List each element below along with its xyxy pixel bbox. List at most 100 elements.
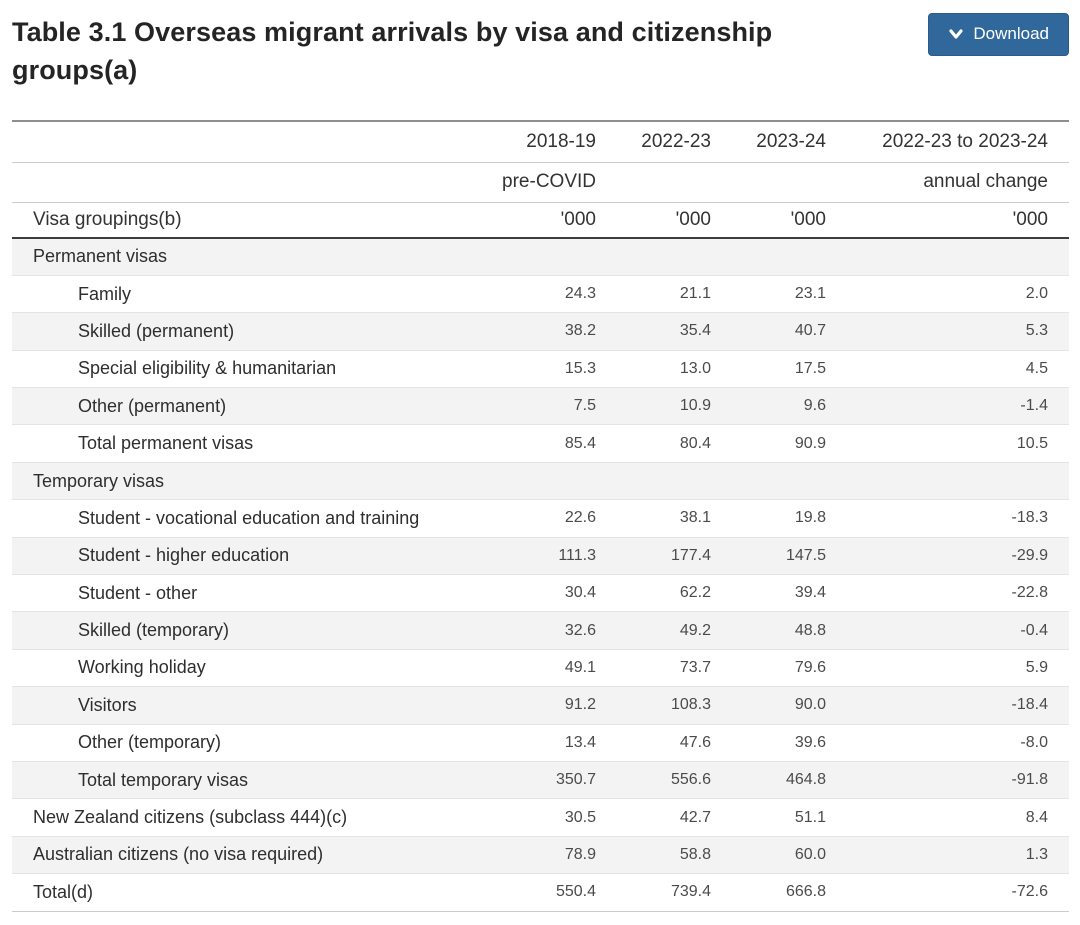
cell-value: 40.7 <box>711 312 826 351</box>
row-label: Total permanent visas <box>12 424 466 463</box>
cell-value: 111.3 <box>466 537 596 576</box>
cell-value: 38.2 <box>466 312 596 351</box>
table-row-working-holiday: Working holiday 49.1 73.7 79.6 5.9 <box>12 649 1069 688</box>
row-label: Special eligibility & humanitarian <box>12 350 466 389</box>
subheader-pre-covid: pre-COVID <box>466 162 596 203</box>
cell-value: 62.2 <box>596 574 711 613</box>
row-label: Permanent visas <box>12 238 466 276</box>
cell-value: 10.5 <box>826 424 1069 463</box>
cell-value: 30.5 <box>466 798 596 837</box>
cell-value: 5.9 <box>826 649 1069 688</box>
row-label: New Zealand citizens (subclass 444)(c) <box>12 798 466 837</box>
subheader-annual-change: annual change <box>826 162 1069 203</box>
row-label: Total temporary visas <box>12 761 466 800</box>
cell-value: 78.9 <box>466 836 596 875</box>
column-header-annual-change-period: 2022-23 to 2023-24 <box>826 120 1069 163</box>
cell-value: 739.4 <box>596 873 711 912</box>
row-label: Skilled (permanent) <box>12 312 466 351</box>
table-row-family: Family 24.3 21.1 23.1 2.0 <box>12 275 1069 314</box>
row-label: Visitors <box>12 686 466 725</box>
cell-value: 80.4 <box>596 424 711 463</box>
table-row-australian-citizens: Australian citizens (no visa required) 7… <box>12 836 1069 875</box>
cell-value: 7.5 <box>466 387 596 426</box>
cell-value: 556.6 <box>596 761 711 800</box>
cell-value <box>466 462 596 501</box>
cell-value: 13.0 <box>596 350 711 389</box>
row-label: Temporary visas <box>12 462 466 501</box>
table-row-special-eligibility: Special eligibility & humanitarian 15.3 … <box>12 350 1069 389</box>
table-row-skilled-permanent: Skilled (permanent) 38.2 35.4 40.7 5.3 <box>12 312 1069 351</box>
row-label: Skilled (temporary) <box>12 611 466 650</box>
table-head: 2018-19 2022-23 2023-24 2022-23 to 2023-… <box>12 120 1069 239</box>
cell-value: 9.6 <box>711 387 826 426</box>
cell-value: 39.4 <box>711 574 826 613</box>
empty-header-cell <box>711 162 826 203</box>
cell-value: 38.1 <box>596 499 711 538</box>
row-label: Total(d) <box>12 873 466 912</box>
cell-value: -72.6 <box>826 873 1069 912</box>
cell-value: 147.5 <box>711 537 826 576</box>
cell-value: 2.0 <box>826 275 1069 314</box>
column-header-2018-19: 2018-19 <box>466 120 596 163</box>
cell-value <box>826 238 1069 276</box>
cell-value: 21.1 <box>596 275 711 314</box>
unit-cell: '000 <box>466 202 596 239</box>
unit-cell: '000 <box>711 202 826 239</box>
cell-value: 1.3 <box>826 836 1069 875</box>
cell-value: -29.9 <box>826 537 1069 576</box>
cell-value: 90.0 <box>711 686 826 725</box>
download-button[interactable]: Download <box>928 13 1069 56</box>
column-header-2023-24: 2023-24 <box>711 120 826 163</box>
table-row-temporary-visas: Temporary visas <box>12 462 1069 501</box>
cell-value: 51.1 <box>711 798 826 837</box>
cell-value: 15.3 <box>466 350 596 389</box>
cell-value: -0.4 <box>826 611 1069 650</box>
row-label: Student - other <box>12 574 466 613</box>
row-label: Other (permanent) <box>12 387 466 426</box>
cell-value: 35.4 <box>596 312 711 351</box>
cell-value: 550.4 <box>466 873 596 912</box>
cell-value: 85.4 <box>466 424 596 463</box>
cell-value: 8.4 <box>826 798 1069 837</box>
cell-value: 49.2 <box>596 611 711 650</box>
cell-value: 108.3 <box>596 686 711 725</box>
row-label: Family <box>12 275 466 314</box>
cell-value: 60.0 <box>711 836 826 875</box>
row-label: Student - higher education <box>12 537 466 576</box>
cell-value <box>466 238 596 276</box>
cell-value: -1.4 <box>826 387 1069 426</box>
cell-value: -8.0 <box>826 724 1069 762</box>
empty-header-cell <box>12 162 466 203</box>
cell-value: 23.1 <box>711 275 826 314</box>
table-row-nz-citizens: New Zealand citizens (subclass 444)(c) 3… <box>12 798 1069 837</box>
cell-value: 79.6 <box>711 649 826 688</box>
cell-value: 24.3 <box>466 275 596 314</box>
page-title: Table 3.1 Overseas migrant arrivals by v… <box>12 17 773 85</box>
cell-value: -18.4 <box>826 686 1069 725</box>
cell-value: 22.6 <box>466 499 596 538</box>
cell-value: 666.8 <box>711 873 826 912</box>
cell-value: 464.8 <box>711 761 826 800</box>
cell-value: 73.7 <box>596 649 711 688</box>
cell-value: -18.3 <box>826 499 1069 538</box>
year-header-row: 2018-19 2022-23 2023-24 2022-23 to 2023-… <box>12 120 1069 163</box>
table-row-other-temporary: Other (temporary) 13.4 47.6 39.6 -8.0 <box>12 724 1069 762</box>
cell-value: 90.9 <box>711 424 826 463</box>
cell-value: 177.4 <box>596 537 711 576</box>
cell-value: 49.1 <box>466 649 596 688</box>
cell-value: 5.3 <box>826 312 1069 351</box>
unit-cell: '000 <box>596 202 711 239</box>
table-row-permanent-visas: Permanent visas <box>12 238 1069 276</box>
cell-value: 42.7 <box>596 798 711 837</box>
table-row-student-vocational: Student - vocational education and train… <box>12 499 1069 538</box>
cell-value <box>596 462 711 501</box>
table-row-total: Total(d) 550.4 739.4 666.8 -72.6 <box>12 873 1069 912</box>
cell-value: 19.8 <box>711 499 826 538</box>
cell-value: 350.7 <box>466 761 596 800</box>
subheader-row: pre-COVID annual change <box>12 162 1069 203</box>
chevron-down-icon <box>948 27 964 41</box>
table-row-other-permanent: Other (permanent) 7.5 10.9 9.6 -1.4 <box>12 387 1069 426</box>
cell-value: 4.5 <box>826 350 1069 389</box>
units-row: Visa groupings(b) '000 '000 '000 '000 <box>12 202 1069 239</box>
